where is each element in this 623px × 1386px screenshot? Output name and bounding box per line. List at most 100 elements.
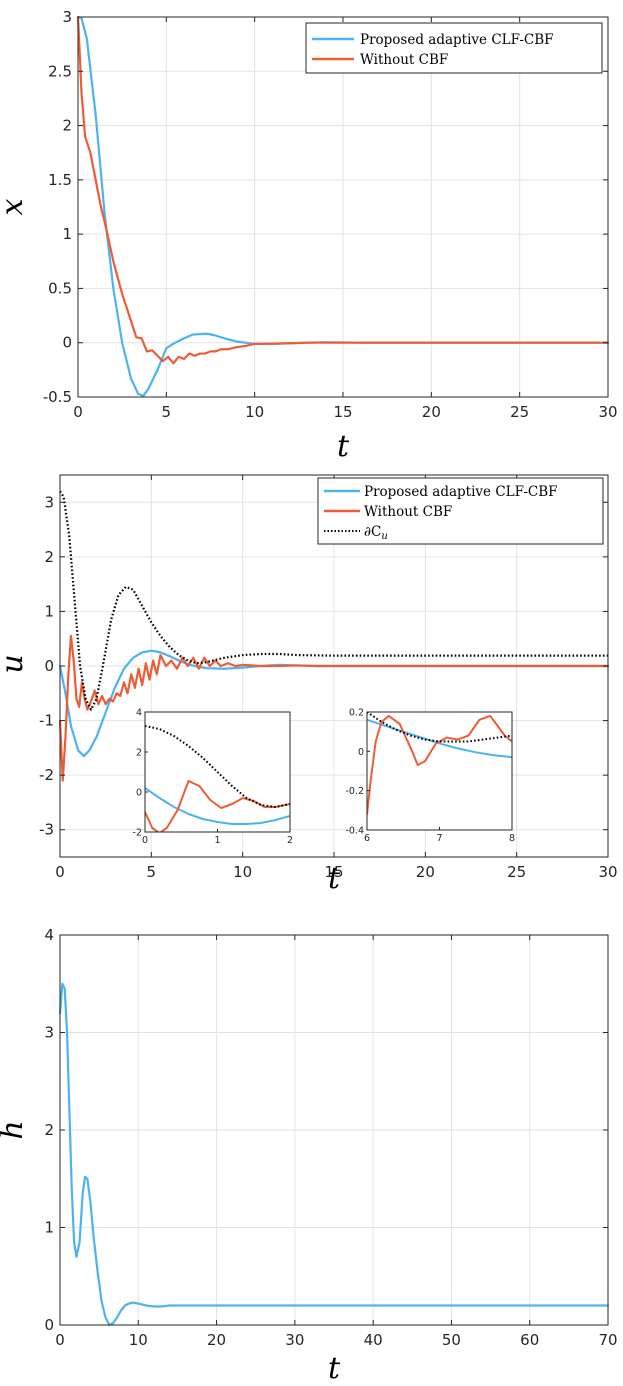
x-plot-ytick-label: 1.5 [48, 171, 72, 189]
h-plot-ylabel: h [0, 1120, 30, 1139]
x-plot-ytick-label: -0.5 [43, 388, 72, 406]
h-plot-xtick-label: 0 [55, 1331, 65, 1349]
inset-2-ytick-label: 0 [358, 747, 364, 758]
x-plot-legend-label-adaptive: Proposed adaptive CLF-CBF [360, 32, 554, 48]
inset-2-ticks: 6 7 8 -0.4 -0.2 0 0.2 [345, 708, 515, 845]
u-plot-xtick-label: 30 [598, 863, 617, 881]
inset-1-ytick-label: 2 [136, 748, 142, 759]
inset-1-series-boundary-line [145, 725, 290, 808]
x-plot-xtick-label: 0 [73, 403, 83, 421]
x-plot-xtick-label: 30 [598, 403, 617, 421]
x-plot-ytick-label: 0 [62, 334, 72, 352]
inset-1-xtick-label: 0 [142, 835, 148, 846]
inset-2-xtick-label: 7 [436, 833, 442, 844]
inset-1-xtick-label: 1 [214, 835, 220, 846]
h-plot-ytick-label: 4 [44, 926, 54, 944]
inset-1-series-adaptive-line [145, 787, 290, 825]
x-plot-xlabel: t [337, 429, 350, 464]
u-plot-xlabel: t [328, 861, 341, 896]
h-plot-ytick-label: 1 [44, 1219, 54, 1237]
x-plot-ticks: 0 5 10 15 20 25 30-0.500.511.522.53 [43, 8, 618, 421]
h-plot-xtick-label: 10 [129, 1331, 148, 1349]
x-plot-ytick-label: 1 [62, 225, 72, 243]
x-plot-ytick-label: 3 [62, 8, 72, 26]
u-plot-ytick-label: 1 [44, 602, 54, 620]
u-plot-ylabel: u [0, 654, 30, 673]
x-plot-ytick-label: 0.5 [48, 279, 72, 297]
inset-2-series-adaptive-line [367, 718, 512, 759]
h-plot-xtick-label: 50 [442, 1331, 461, 1349]
u-plot-legend-box [317, 477, 604, 545]
u-plot-series-boundary-line [59, 490, 608, 711]
x-plot-ylabel: x [0, 198, 30, 215]
inset-2-series [367, 712, 512, 816]
x-plot-xtick-label: 15 [333, 403, 352, 421]
u-plot-ytick-label: -2 [39, 766, 54, 784]
inset-1-series [145, 725, 290, 832]
u-plot-ytick-label: 2 [44, 548, 54, 566]
h-plot-xtick-label: 40 [364, 1331, 383, 1349]
inset-1-xtick-label: 2 [287, 835, 293, 846]
x-plot-ytick-label: 2.5 [48, 62, 72, 80]
u-plot-inset-2: 6 7 8 -0.4 -0.2 0 0.2 [345, 708, 515, 845]
h-plot-xtick-label: 60 [520, 1331, 539, 1349]
inset-1-ytick-label: 0 [136, 788, 142, 799]
u-plot-ytick-label: 3 [44, 493, 54, 511]
u-plot-xtick-label: 5 [147, 863, 157, 881]
u-plot-xtick-label: 25 [507, 863, 526, 881]
u-plot-legend-label-nocbf: Without CBF [364, 504, 452, 520]
h-plot-series-h-line [58, 982, 610, 1327]
x-plot-xtick-label: 20 [422, 403, 441, 421]
h-plot-series [58, 982, 610, 1327]
u-plot-legend: Proposed adaptive CLF-CBF Without CBF ∂C… [317, 477, 604, 545]
h-plot-ticks: 0 10 20 30 40 50 60 70 0 1 2 3 4 [44, 926, 617, 1349]
u-plot-legend-label-adaptive: Proposed adaptive CLF-CBF [364, 484, 558, 500]
inset-2-xtick-label: 8 [509, 833, 515, 844]
h-plot-panel: 0 10 20 30 40 50 60 70 0 1 2 3 4 t h [0, 926, 618, 1386]
h-plot-xlabel: t [328, 1351, 341, 1386]
h-plot-xtick-label: 30 [285, 1331, 304, 1349]
inset-1-ytick-label: -2 [133, 828, 142, 839]
u-plot-legend-label-boundary: ∂Cu [364, 524, 388, 542]
x-plot-xtick-label: 10 [245, 403, 264, 421]
u-plot-xtick-label: 20 [416, 863, 435, 881]
inset-2-clip [367, 712, 512, 816]
u-plot-xtick-label: 10 [233, 863, 252, 881]
u-plot-legend-label-boundary-main: ∂C [364, 524, 381, 540]
x-plot-legend-box [305, 22, 603, 74]
u-plot-xtick-label: 0 [55, 863, 65, 881]
x-plot-legend-label-nocbf: Without CBF [360, 52, 448, 68]
inset-2-ytick-label: -0.2 [345, 786, 364, 797]
u-plot-ytick-label: -3 [39, 821, 54, 839]
u-plot-ytick-label: -1 [39, 712, 54, 730]
u-plot-xtick-label: 15 [324, 863, 343, 881]
inset-2-xtick-label: 6 [364, 833, 370, 844]
x-plot-series-nocbf-line [76, 15, 610, 365]
h-plot-ytick-label: 3 [44, 1024, 54, 1042]
h-plot-ytick-label: 2 [44, 1121, 54, 1139]
inset-1-clip [145, 725, 290, 832]
x-plot-xtick-label: 5 [162, 403, 172, 421]
x-plot-series [76, 15, 610, 398]
inset-2-area [367, 712, 512, 830]
x-plot-ytick-label: 2 [62, 117, 72, 135]
u-plot-series [58, 490, 610, 782]
inset-2-ytick-label: 0.2 [349, 708, 364, 719]
x-plot-legend: Proposed adaptive CLF-CBF Without CBF [305, 22, 603, 74]
inset-2-ytick-label: -0.4 [345, 826, 364, 837]
h-plot-ytick-label: 0 [44, 1316, 54, 1334]
x-plot-xtick-label: 25 [510, 403, 529, 421]
h-plot-xtick-label: 20 [207, 1331, 226, 1349]
inset-2-series-nocbf-line [367, 714, 512, 816]
h-plot-xtick-label: 70 [598, 1331, 617, 1349]
u-plot-legend-label-boundary-sub: u [381, 531, 387, 542]
u-plot-ytick-label: 0 [44, 657, 54, 675]
inset-1-series-nocbf-line [145, 780, 290, 832]
inset-1-ytick-label: 4 [136, 708, 142, 719]
